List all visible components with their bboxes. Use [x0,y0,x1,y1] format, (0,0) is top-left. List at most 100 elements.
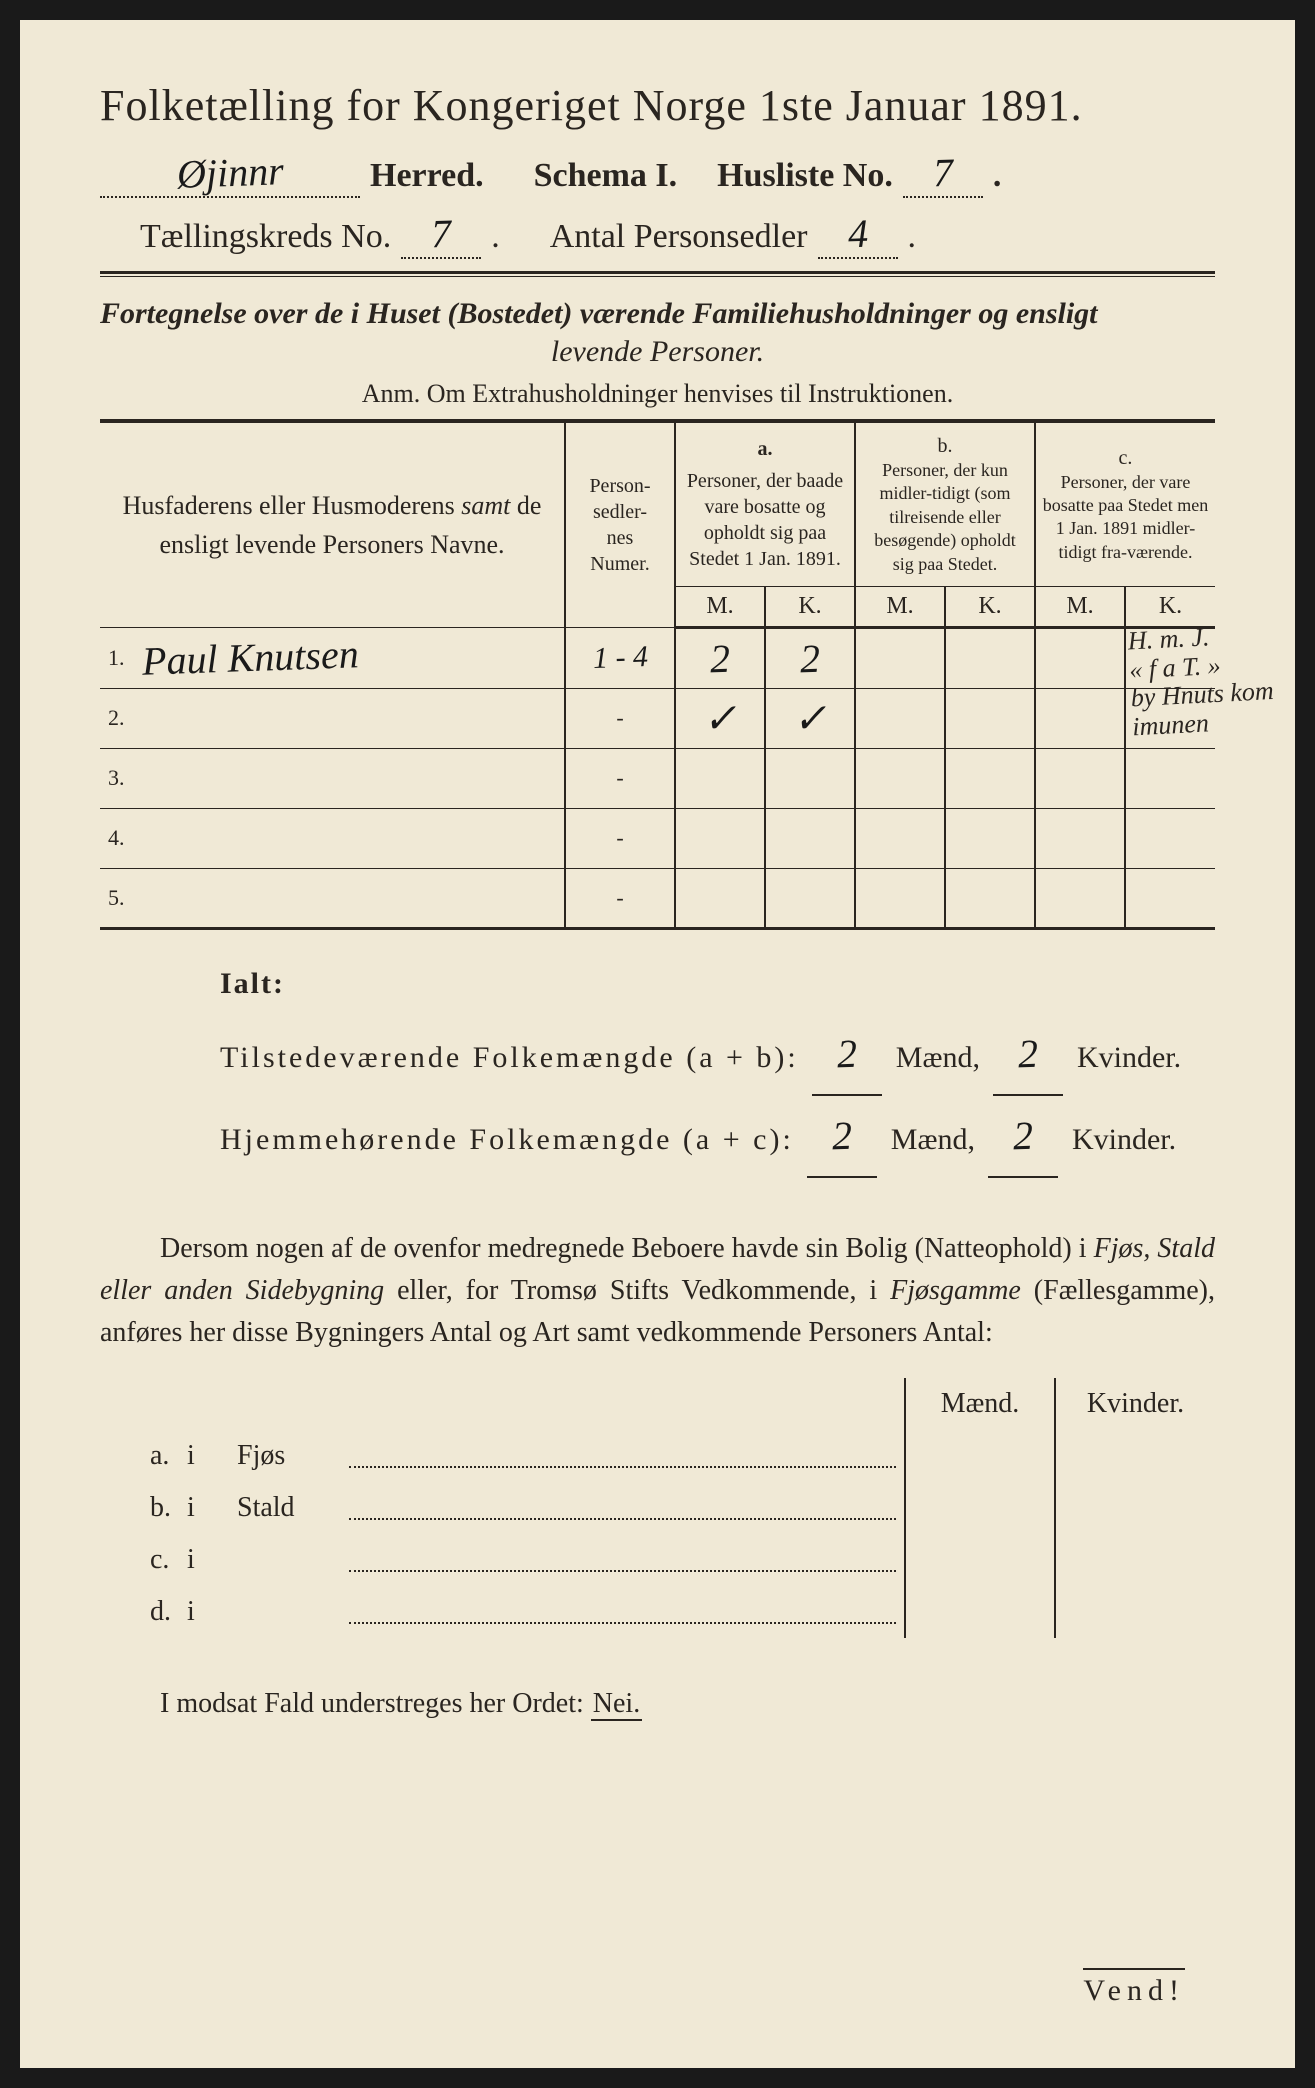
schema-label: Schema I. [534,157,678,195]
table-row: 5.- [100,868,1215,928]
name-cell [130,808,565,868]
row-number: 3. [100,748,130,808]
modsat-line: I modsat Fald understreges her Ordet: Ne… [160,1688,1215,1720]
numer-cell: - [565,748,675,808]
table-row: 4.- [100,808,1215,868]
sidebyg-i: i [179,1586,229,1638]
sidebyg-row: b.iStald [100,1482,1215,1534]
b-k-cell [945,627,1035,688]
sidebyg-k [1055,1586,1215,1638]
sidebyg-k [1055,1534,1215,1586]
b-m-cell [855,748,945,808]
tilst-row: Tilstedeværende Folkemængde (a + b): 2 M… [220,1014,1215,1096]
sidebyg-row: a.iFjøs [100,1430,1215,1482]
sidebyg-row: c.i [100,1534,1215,1586]
sidebyg-key: a. [100,1430,179,1482]
name-cell: Paul Knutsen [130,627,565,688]
c-m-cell [1035,748,1125,808]
col-a: a. Personer, der baade vare bosatte og o… [675,421,855,586]
sidebyg-dots [349,1534,905,1586]
sidebyg-m [905,1482,1055,1534]
antal-label: Antal Personsedler [550,218,808,256]
row-number: 5. [100,868,130,928]
col-numer: Person- sedler- nes Numer. [565,421,675,627]
sidebyg-m [905,1534,1055,1586]
sidebyg-row: d.i [100,1586,1215,1638]
sidebyg-table: Mænd. Kvinder. a.iFjøsb.iStaldc.id.i [100,1378,1215,1638]
sidebyg-dots [349,1430,905,1482]
sidebyg-key: c. [100,1534,179,1586]
sidebyg-dots [349,1482,905,1534]
husliste-label: Husliste No. [717,157,893,195]
hjem-k-field: 2 [988,1096,1058,1178]
sidebyg-i: i [179,1534,229,1586]
page-title: Folketælling for Kongeriget Norge 1ste J… [100,80,1215,131]
col-a-m: M. [675,586,765,627]
b-m-cell [855,688,945,748]
building-paragraph: Dersom nogen af de ovenfor medregnede Be… [100,1228,1215,1354]
col-b: b. Personer, der kun midler-tidigt (som … [855,421,1035,586]
col-c: c. Personer, der vare bosatte paa Stedet… [1035,421,1215,586]
tilst-m-field: 2 [812,1014,882,1096]
header-row-1: Øjinnr Herred. Schema I. Husliste No. 7 … [100,149,1215,198]
header-row-2: Tællingskreds No. 7 . Antal Personsedler… [140,210,1215,259]
sidebyg-i: i [179,1430,229,1482]
b-m-cell [855,808,945,868]
b-m-cell [855,868,945,928]
table-row: 3. - [100,748,1215,808]
herred-field: Øjinnr [100,149,360,198]
col-c-m: M. [1035,586,1125,627]
sidebyg-m [905,1430,1055,1482]
numer-cell: - [565,808,675,868]
census-form-page: Folketælling for Kongeriget Norge 1ste J… [20,20,1295,2068]
a-m-cell: ✓ [675,688,765,748]
c-m-cell [1035,808,1125,868]
a-m-cell [675,868,765,928]
kreds-label: Tællingskreds No. [140,218,391,256]
a-k-cell [765,748,855,808]
name-cell [130,748,565,808]
sidebyg-m [905,1586,1055,1638]
name-cell [130,868,565,928]
b-k-cell [945,808,1035,868]
sidebyg-key: b. [100,1482,179,1534]
hjem-m-field: 2 [807,1096,877,1178]
c-m-cell [1035,627,1125,688]
col-a-k: K. [765,586,855,627]
c-k-cell [1125,688,1215,748]
table-row: 1.Paul Knutsen1 - 422H. m. J.« f a T. »b… [100,627,1215,688]
a-k-cell [765,808,855,868]
c-k-cell [1125,748,1215,808]
hjem-row: Hjemmehørende Folkemængde (a + c): 2 Mæn… [220,1096,1215,1178]
sidebyg-kvinder: Kvinder. [1055,1378,1215,1430]
b-m-cell [855,627,945,688]
a-k-cell [765,868,855,928]
main-table: Husfaderens eller Husmoderens samt de en… [100,419,1215,930]
col-c-k: K. [1125,586,1215,627]
sidebyg-maend: Mænd. [905,1378,1055,1430]
a-k-cell: 2 [765,627,855,688]
sidebyg-dots [349,1586,905,1638]
sidebyg-key: d. [100,1586,179,1638]
vend-label: Vend! [1083,1968,1185,2008]
table-row: 2.-✓✓ [100,688,1215,748]
sidebyg-label: Fjøs [229,1430,349,1482]
c-m-cell [1035,868,1125,928]
ialt-heading: Ialt: [220,954,1215,1014]
tilst-k-field: 2 [993,1014,1063,1096]
sidebyg-label [229,1586,349,1638]
nei-word: Nei. [591,1688,642,1721]
anm-note: Anm. Om Extrahusholdninger henvises til … [100,379,1215,409]
row-number: 1. [100,627,130,688]
col-b-m: M. [855,586,945,627]
c-k-cell [1125,868,1215,928]
a-k-cell: ✓ [765,688,855,748]
sidebyg-i: i [179,1482,229,1534]
b-k-cell [945,868,1035,928]
kreds-field: 7 [401,210,481,259]
numer-cell: - [565,688,675,748]
a-m-cell [675,748,765,808]
sidebyg-k [1055,1482,1215,1534]
c-k-cell: H. m. J.« f a T. »by Hnuts komimunen [1125,627,1215,688]
b-k-cell [945,748,1035,808]
